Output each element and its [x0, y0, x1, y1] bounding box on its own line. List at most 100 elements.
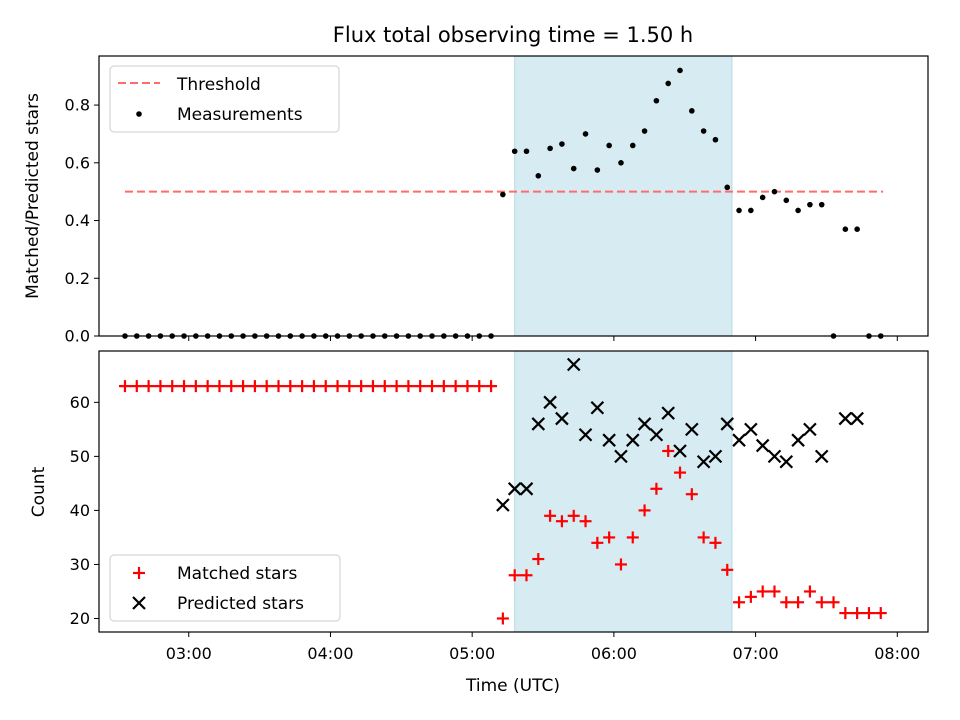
y-tick-label: 40: [70, 501, 90, 520]
matched-stars-point: [201, 380, 214, 393]
count-legend-box: [109, 554, 341, 622]
matched-stars-point: [650, 482, 663, 495]
matched-stars-point: [674, 466, 687, 479]
measurement-point: [689, 108, 695, 114]
measurement-point: [547, 145, 553, 152]
predicted-stars-point: [850, 411, 864, 426]
predicted-stars-point: [696, 455, 711, 469]
matched-stars-point: [591, 536, 604, 549]
matched-stars-point: [449, 380, 462, 393]
measurement-point: [523, 148, 530, 155]
matched-stars-point: [579, 515, 592, 528]
count-y-axis-label: Count: [29, 466, 49, 517]
measurement-point: [500, 191, 506, 198]
matched-stars-point: [331, 380, 344, 393]
measurement-point: [629, 142, 636, 149]
measurement-point: [842, 226, 849, 232]
ratio-legend-box: [109, 65, 340, 133]
predicted-stars-point: [814, 449, 829, 464]
matched-stars-point: [272, 380, 285, 393]
matched-stars-point: [284, 380, 297, 393]
x-tick-label: 07:00: [733, 644, 779, 663]
matched-stars-point: [307, 380, 320, 393]
matched-stars-point: [473, 380, 486, 393]
matched-legend-swatch: [133, 567, 145, 579]
predicted-stars-point: [566, 357, 581, 372]
x-tick-label: 05:00: [449, 644, 495, 663]
matched-stars-point: [733, 596, 746, 609]
measurement-point: [759, 194, 766, 201]
measurement-point: [807, 201, 813, 208]
ratio-axes-frame: [98, 55, 929, 337]
observing-window-shade-top: [514, 55, 733, 337]
matched-stars-point: [544, 509, 557, 522]
predicted-stars-point: [637, 417, 652, 431]
ratio-x-ticks: [188, 336, 898, 341]
matched-stars-point: [839, 607, 852, 620]
measurement-point: [724, 184, 731, 191]
y-tick-label: 0.6: [65, 153, 90, 172]
matched-stars-point: [296, 380, 309, 393]
count-panel: 20 30 40 50 60 03:00 04:00 05:00 06:00 07:00 08:0…: [29, 350, 929, 696]
matched-stars-point: [154, 380, 167, 393]
matched-stars-point: [709, 536, 722, 549]
matched-stars-point: [555, 515, 568, 528]
measurement-point: [700, 128, 707, 134]
measurement-point: [618, 160, 624, 166]
predicted-stars-point: [673, 444, 687, 458]
predicted-stars-point: [732, 433, 746, 447]
matched-stars-point: [260, 380, 273, 393]
predicted-stars-point: [661, 406, 675, 420]
predicted-stars-point: [519, 482, 534, 496]
measurement-point: [795, 207, 801, 214]
matched-stars-point: [815, 596, 828, 609]
matched-stars-point: [142, 380, 155, 393]
measurement-point: [736, 207, 742, 214]
matched-stars-point: [603, 531, 616, 544]
y-tick-label: 0.4: [65, 211, 90, 230]
matched-stars-point: [508, 569, 521, 582]
matched-stars-point: [851, 607, 864, 620]
matched-stars-point: [803, 585, 816, 598]
matched-stars-point: [189, 380, 202, 393]
measurements-legend-label: Measurements: [177, 105, 303, 125]
matched-stars-point: [685, 488, 698, 501]
measurement-point: [641, 128, 648, 134]
measurement-point: [665, 80, 671, 87]
measurement-point: [559, 141, 565, 147]
measurement-point: [818, 201, 825, 208]
measurement-point: [677, 67, 683, 74]
y-tick-label: 20: [70, 609, 90, 628]
ratio-panel: 0.00.20.40.60.8 Matched/Predicted stars …: [23, 55, 929, 346]
y-tick-label: 50: [70, 447, 90, 466]
y-tick-label: 0.0: [65, 327, 90, 346]
predicted-stars-point: [685, 422, 699, 437]
matched-stars-point: [118, 380, 131, 393]
predicted-stars-point: [496, 498, 510, 512]
predicted-stars-point: [779, 455, 794, 469]
predicted-stars-point: [614, 449, 628, 464]
y-tick-label: 0.8: [65, 96, 90, 115]
measurement-point: [771, 188, 778, 195]
matched-stars-point: [768, 585, 781, 598]
matched-stars-point: [225, 380, 238, 393]
matched-stars-point: [744, 590, 757, 603]
matched-legend-label: Matched stars: [177, 564, 297, 584]
matched-stars-point: [426, 380, 439, 393]
predicted-stars-point: [791, 433, 805, 447]
count-legend: Matched stars Predicted stars: [109, 554, 341, 622]
matched-stars-point: [414, 380, 427, 393]
predicted-stars-point: [649, 427, 664, 442]
matched-stars-point: [662, 444, 675, 457]
measurements-legend-swatch: [136, 111, 142, 117]
matched-stars-point: [532, 553, 545, 566]
matched-stars-point: [378, 380, 391, 393]
y-tick-label: 60: [70, 393, 90, 412]
measurement-point: [594, 167, 601, 173]
matched-stars-point: [390, 380, 403, 393]
predicted-stars-point: [543, 395, 557, 410]
matched-stars-point: [792, 596, 805, 609]
chart-title: Flux total observing time = 1.50 h: [333, 23, 693, 47]
x-tick-label: 06:00: [591, 644, 637, 663]
